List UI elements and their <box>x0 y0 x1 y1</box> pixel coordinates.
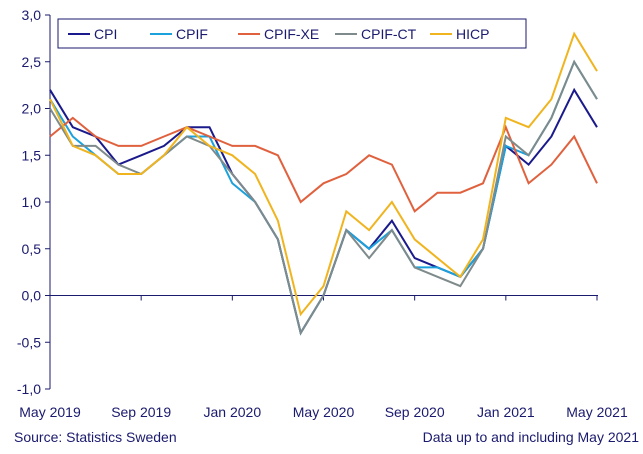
y-tick-label: 0,5 <box>22 241 42 257</box>
y-tick-label: -0,5 <box>17 334 41 350</box>
x-tick-label: May 2020 <box>293 404 355 420</box>
data-note: Data up to and including May 2021 <box>422 429 639 445</box>
y-tick-label: 1,0 <box>22 194 42 210</box>
source-note: Source: Statistics Sweden <box>14 429 177 445</box>
x-tick-label: Jan 2020 <box>204 404 262 420</box>
x-tick-label: May 2021 <box>566 404 628 420</box>
x-tick-label: Sep 2019 <box>111 404 171 420</box>
x-axis-ticks: May 2019 Sep 2019 Jan 2020 May 2020 Sep 2020… <box>19 295 628 420</box>
y-tick-label: -1,0 <box>17 381 41 397</box>
y-tick-label: 2,5 <box>22 54 42 70</box>
x-tick-label: May 2019 <box>19 404 81 420</box>
y-tick-label: 3,0 <box>22 7 42 23</box>
legend-label: CPIF-CT <box>361 26 417 42</box>
series-line-cpif <box>49 59 598 336</box>
series-line-cpif-ct <box>49 59 598 336</box>
y-tick-label: 1,5 <box>22 147 42 163</box>
legend-label: CPI <box>94 26 117 42</box>
y-tick-label: 2,0 <box>22 101 42 117</box>
series-line-cpif-xe <box>49 116 598 213</box>
legend-label: CPIF <box>176 26 208 42</box>
y-tick-label: 0,0 <box>22 288 42 304</box>
legend-label: HICP <box>456 26 489 42</box>
line-chart: 3,0 2,5 2,0 1,5 1,0 0,5 0,0 -0,5 -1,0 May 2019 Se… <box>17 7 628 420</box>
y-axis-ticks: 3,0 2,5 2,0 1,5 1,0 0,5 0,0 -0,5 -1,0 <box>17 7 50 397</box>
x-tick-label: Sep 2020 <box>385 404 445 420</box>
series-lines <box>49 31 598 336</box>
x-tick-label: Jan 2021 <box>477 404 535 420</box>
legend-label: CPIF-XE <box>264 26 319 42</box>
legend: CPI CPIF CPIF-XE CPIF-CT HICP <box>57 18 527 49</box>
series-line-hicp <box>49 31 598 317</box>
